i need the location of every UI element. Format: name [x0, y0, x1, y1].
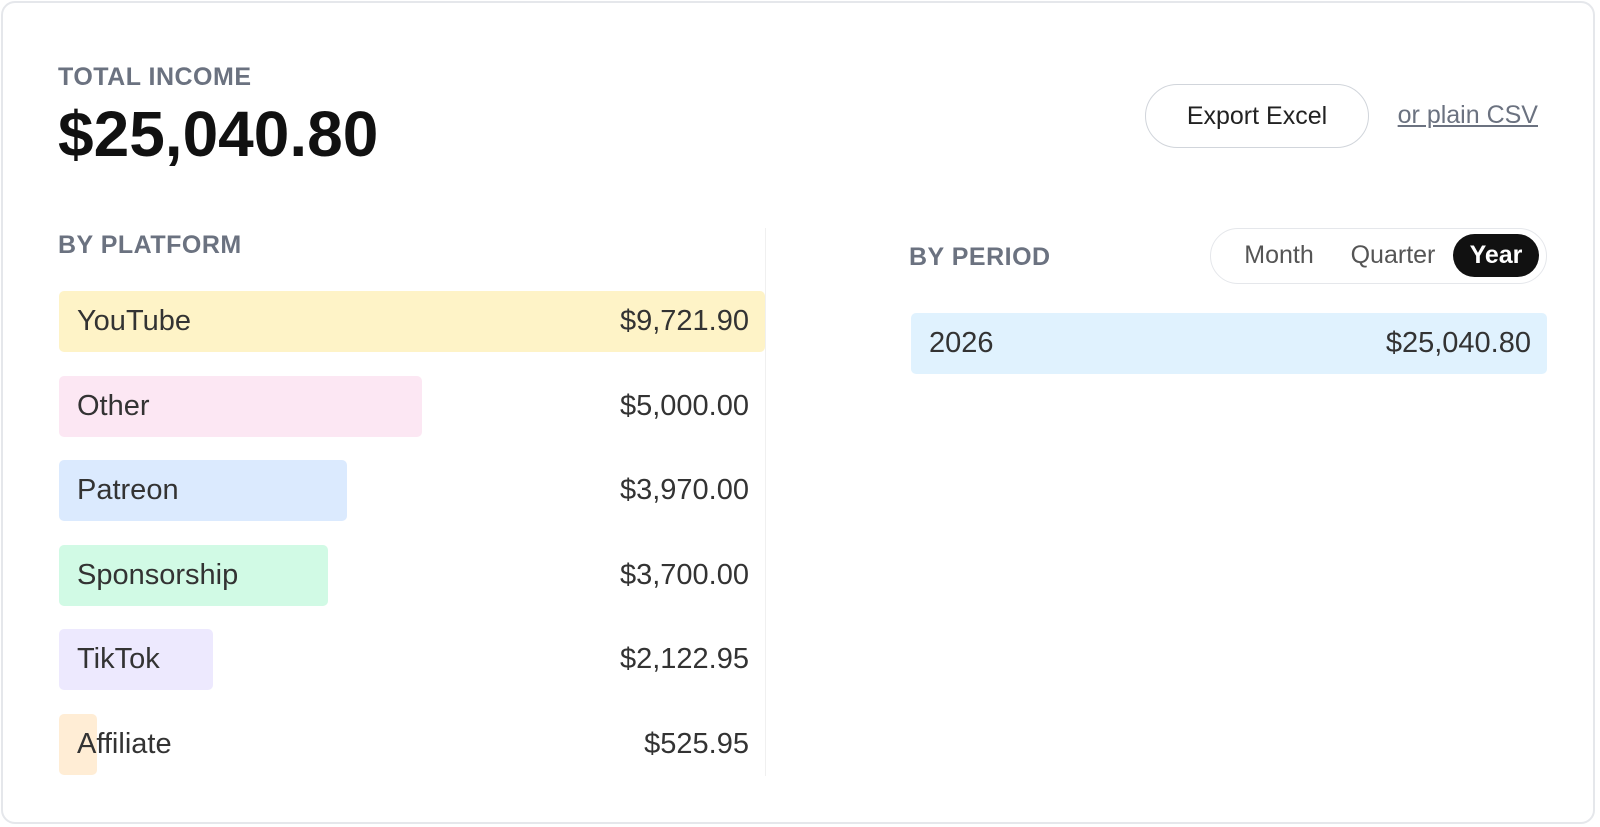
row-name: TikTok — [77, 643, 160, 675]
row-amount: $525.95 — [644, 727, 749, 760]
row-name: Sponsorship — [77, 558, 239, 591]
row-amount: $5,000.00 — [619, 389, 749, 422]
period-toggle: Month Quarter Year — [1210, 228, 1547, 284]
income-bar — [59, 629, 214, 690]
income-bar — [59, 291, 765, 352]
income-row: 2026 $25,040.80 — [911, 313, 1547, 374]
platform-title: BY PLATFORM — [58, 231, 242, 259]
row-amount: $9,721.90 — [619, 305, 749, 337]
income-bar — [59, 375, 423, 437]
total-amount: $25,040.80 — [58, 98, 379, 170]
row-name: Patreon — [77, 474, 179, 506]
period-title: BY PERIOD — [909, 243, 1051, 271]
income-row: TikTok $2,122.95 — [59, 629, 765, 690]
income-bar — [59, 544, 328, 606]
row-amount: $2,122.95 — [619, 643, 749, 675]
income-row: YouTube $9,721.90 — [59, 291, 765, 352]
row-amount: $3,700.00 — [619, 558, 749, 591]
row-amount: $25,040.80 — [1385, 327, 1531, 359]
income-row: Other $5,000.00 — [59, 375, 765, 437]
income-bar — [911, 313, 1547, 374]
income-bar — [59, 460, 348, 521]
export-button[interactable]: Export Excel — [1145, 84, 1369, 148]
income-row: Sponsorship $3,700.00 — [59, 544, 765, 606]
row-name: Affiliate — [77, 727, 172, 760]
row-name: 2026 — [929, 327, 994, 359]
toggle-option[interactable]: Quarter — [1350, 241, 1436, 269]
income-row: Affiliate $525.95 — [59, 713, 765, 775]
divider — [765, 228, 766, 776]
row-name: Other — [77, 389, 150, 422]
income-bar — [59, 713, 98, 775]
row-amount: $3,970.00 — [619, 474, 749, 506]
row-name: YouTube — [77, 305, 191, 337]
toggle-option[interactable]: Year — [1453, 234, 1539, 277]
csv-link[interactable]: or plain CSV — [1397, 101, 1538, 129]
toggle-option[interactable]: Month — [1244, 241, 1314, 269]
income-row: Patreon $3,970.00 — [59, 460, 765, 521]
total-label: TOTAL INCOME — [58, 63, 252, 91]
